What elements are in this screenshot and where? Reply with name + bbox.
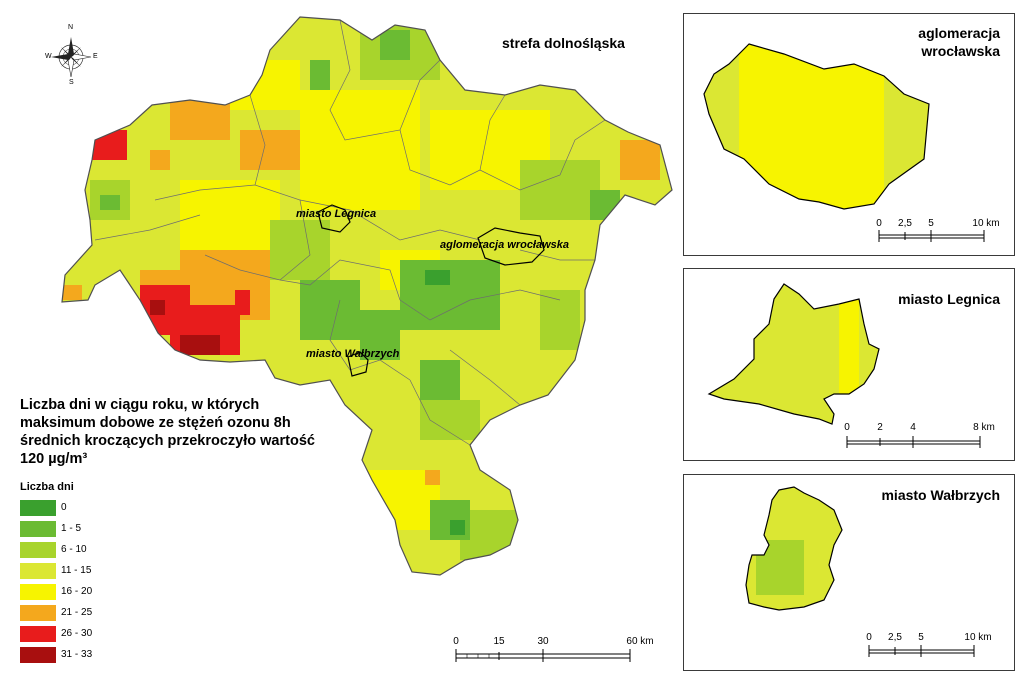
legend-label: 11 - 15 (61, 565, 92, 576)
inset-wroclaw-tick-0: 0 (876, 218, 882, 229)
inset-wroclaw-title-line2: wrocławska (921, 43, 1000, 59)
label-wroclaw: aglomeracja wrocławska (440, 239, 570, 251)
inset-walbrzych: miasto Wałbrzych 0 2,5 5 10 km (683, 474, 1015, 671)
inset-legnica-title: miasto Legnica (898, 291, 1000, 307)
inset-legnica-tick-0: 0 (844, 422, 850, 433)
compass-n: N (68, 24, 74, 31)
legend-label: 16 - 20 (61, 586, 93, 597)
label-walbrzych: miasto Wałbrzych (306, 348, 400, 360)
inset-wroclaw-tick-3: 10 km (972, 218, 1000, 229)
inset-legnica-tick-3: 8 km (973, 422, 995, 433)
main-map-svg (51, 16, 673, 662)
inset-walbrzych-scale (868, 645, 975, 657)
legend-swatch (20, 626, 56, 642)
legend-label: 0 (61, 502, 67, 513)
legend-swatch (20, 521, 56, 537)
inset-wroclaw-title-line1: aglomeracja (918, 25, 1000, 41)
main-map (51, 16, 673, 662)
inset-wroclaw-scale (878, 230, 985, 242)
main-scale-tick-2: 30 (537, 636, 549, 647)
legend-swatch (20, 563, 56, 579)
label-legnica: miasto Legnica (296, 208, 377, 220)
inset-walbrzych-title: miasto Wałbrzych (881, 487, 1000, 503)
legend-label: 6 - 10 (61, 544, 87, 555)
legend-swatch (20, 647, 56, 663)
inset-wroclaw-map (703, 43, 985, 242)
walbrzych-outline (347, 351, 369, 377)
compass-w: W (45, 53, 52, 60)
inset-legnica-tick-2: 4 (910, 422, 916, 433)
inset-wroclaw: aglomeracja wrocławska 0 2,5 5 10 km (683, 13, 1015, 256)
main-scale-tick-3: 60 km (626, 636, 654, 647)
district-borders (94, 19, 606, 446)
legend-label: 21 - 25 (61, 607, 93, 618)
main-map-title: strefa dolnośląska (502, 35, 625, 51)
legend-swatch (20, 584, 56, 600)
legnica-outline (317, 204, 351, 233)
inset-walbrzych-tick-0: 0 (866, 632, 872, 643)
legend-title: Liczba dni w ciągu roku, w których maksi… (20, 397, 315, 467)
legend-label: 26 - 30 (61, 628, 93, 639)
inset-walbrzych-tick-1: 2,5 (888, 632, 902, 643)
legend-swatch (20, 500, 56, 516)
main-scale-bar (455, 649, 631, 662)
inset-wroclaw-tick-2: 5 (928, 218, 934, 229)
legend-label: 31 - 33 (61, 649, 93, 660)
main-scale-tick-1: 15 (493, 636, 505, 647)
compass-s: S (69, 79, 74, 86)
compass-icon (51, 37, 92, 78)
compass-e: E (93, 53, 98, 60)
main-scale-tick-0: 0 (453, 636, 459, 647)
legend-swatch (20, 542, 56, 558)
inset-walbrzych-map (745, 486, 975, 657)
inset-wroclaw-tick-1: 2,5 (898, 218, 912, 229)
inset-legnica-map (707, 283, 981, 448)
inset-legnica: miasto Legnica 0 2 4 8 km (683, 268, 1015, 461)
inset-legnica-tick-1: 2 (877, 422, 883, 433)
legend-label: 1 - 5 (61, 523, 82, 534)
legend-swatch (20, 605, 56, 621)
inset-legnica-scale (846, 436, 981, 448)
inset-wroclaw-title: aglomeracja wrocławska (918, 24, 1000, 60)
wroclaw-outline (477, 227, 545, 266)
legend-heading: Liczba dni (20, 481, 74, 493)
inset-walbrzych-tick-2: 5 (918, 632, 924, 643)
inset-walbrzych-tick-3: 10 km (964, 632, 992, 643)
